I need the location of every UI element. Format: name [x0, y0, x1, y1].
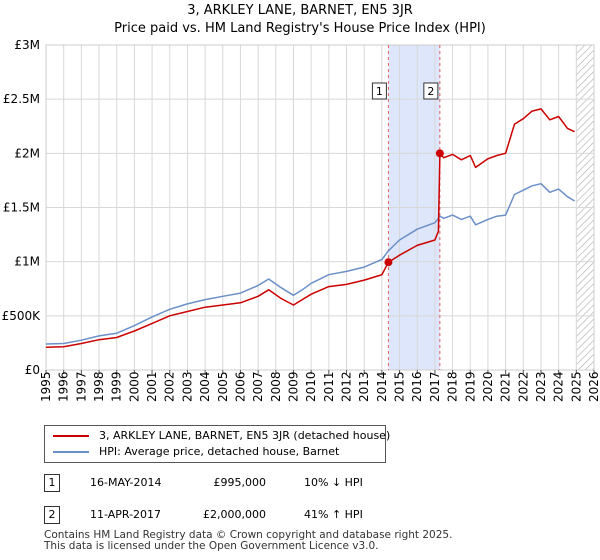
x-tick-label: 2026	[587, 371, 600, 402]
chart-title-block: 3, ARKLEY LANE, BARNET, EN5 3JR Price pa…	[0, 2, 600, 38]
transaction-date: 11-APR-2017	[90, 508, 162, 521]
price-chart: 1 2 £0 £500K £1M £1.5M £2M £2.5M £3M 1995 1996 1997…	[2, 38, 600, 402]
transaction-price: £995,000	[213, 476, 267, 489]
footer: Contains HM Land Registry data © Crown c…	[44, 530, 452, 552]
x-tick-label: 2016	[410, 371, 424, 402]
x-tick-label: 1995	[39, 371, 53, 402]
x-tick-label: 2013	[357, 371, 371, 402]
y-tick-label: £2M	[14, 146, 40, 160]
plot-frame	[45, 44, 595, 371]
marker-badge-1	[371, 82, 387, 100]
x-tick-label: 2000	[127, 371, 141, 402]
transaction-number-badge: 1	[44, 474, 60, 492]
legend-label-hpi: HPI: Average price, detached house, Barn…	[99, 445, 340, 458]
legend: 3, ARKLEY LANE, BARNET, EN5 3JR (detache…	[44, 425, 390, 463]
x-tick-label: 1996	[57, 371, 71, 402]
transaction-number-badge: 2	[44, 506, 60, 524]
x-tick-label: 2007	[251, 371, 265, 402]
x-tick-label: 2003	[180, 371, 194, 402]
x-tick-label: 2005	[216, 371, 230, 402]
y-tick-label: £1M	[14, 255, 40, 269]
sale-point-2	[435, 149, 444, 158]
y-tick-label: £500K	[2, 309, 42, 323]
series-line-hpi	[46, 182, 575, 345]
marker-badge-label-1: 1	[376, 85, 383, 98]
x-tick-label: 2018	[446, 371, 460, 402]
x-tick-label: 2024	[552, 371, 566, 402]
transaction-hpi-delta: 10% ↓ HPI	[304, 476, 363, 489]
x-tick-label: 2001	[145, 371, 159, 402]
footer-copyright: Contains HM Land Registry data © Crown c…	[44, 529, 453, 541]
legend-swatch-hpi	[53, 451, 89, 453]
y-tick-label: £0	[25, 363, 40, 377]
x-tick-label: 2025	[569, 371, 583, 402]
x-tick-label: 2022	[516, 371, 530, 402]
x-tick-label: 2008	[269, 371, 283, 402]
x-tick-label: 2021	[499, 371, 513, 402]
footer-licence: This data is licensed under the Open Gov…	[44, 540, 379, 552]
x-tick-label: 1999	[110, 371, 124, 402]
x-tick-label: 1997	[74, 371, 88, 402]
legend-swatch-property	[53, 435, 89, 437]
x-tick-label: 2012	[340, 371, 354, 402]
y-tick-label: £2.5M	[3, 92, 40, 106]
transaction-date: 16-MAY-2014	[90, 476, 162, 489]
x-tick-label: 2023	[534, 371, 548, 402]
transaction-hpi-delta: 41% ↑ HPI	[304, 508, 363, 521]
x-tick-label: 2015	[393, 371, 407, 402]
series-line-property	[46, 108, 575, 349]
chart-subtitle: Price paid vs. HM Land Registry's House …	[114, 21, 486, 36]
x-tick-label: 2009	[286, 371, 300, 402]
x-tick-label: 2002	[163, 371, 177, 402]
legend-label-property: 3, ARKLEY LANE, BARNET, EN5 3JR (detache…	[99, 429, 391, 442]
x-tick-label: 2006	[233, 371, 247, 402]
x-tick-label: 2014	[375, 371, 389, 402]
x-tick-label: 1998	[92, 371, 106, 402]
x-tick-label: 2010	[304, 371, 318, 402]
y-tick-label: £1.5M	[3, 201, 40, 215]
marker-badge-label-2: 2	[427, 85, 434, 98]
x-tick-label: 2019	[463, 371, 477, 402]
x-tick-label: 2020	[481, 371, 495, 402]
transaction-price: £2,000,000	[203, 508, 266, 521]
x-tick-label: 2011	[322, 371, 336, 402]
sale-point-1	[384, 258, 393, 267]
x-tick-label: 2004	[198, 371, 212, 402]
y-tick-label: £3M	[14, 38, 40, 52]
chart-title: 3, ARKLEY LANE, BARNET, EN5 3JR	[187, 3, 413, 18]
x-tick-label: 2017	[428, 371, 442, 402]
marker-badge-2	[423, 82, 439, 100]
